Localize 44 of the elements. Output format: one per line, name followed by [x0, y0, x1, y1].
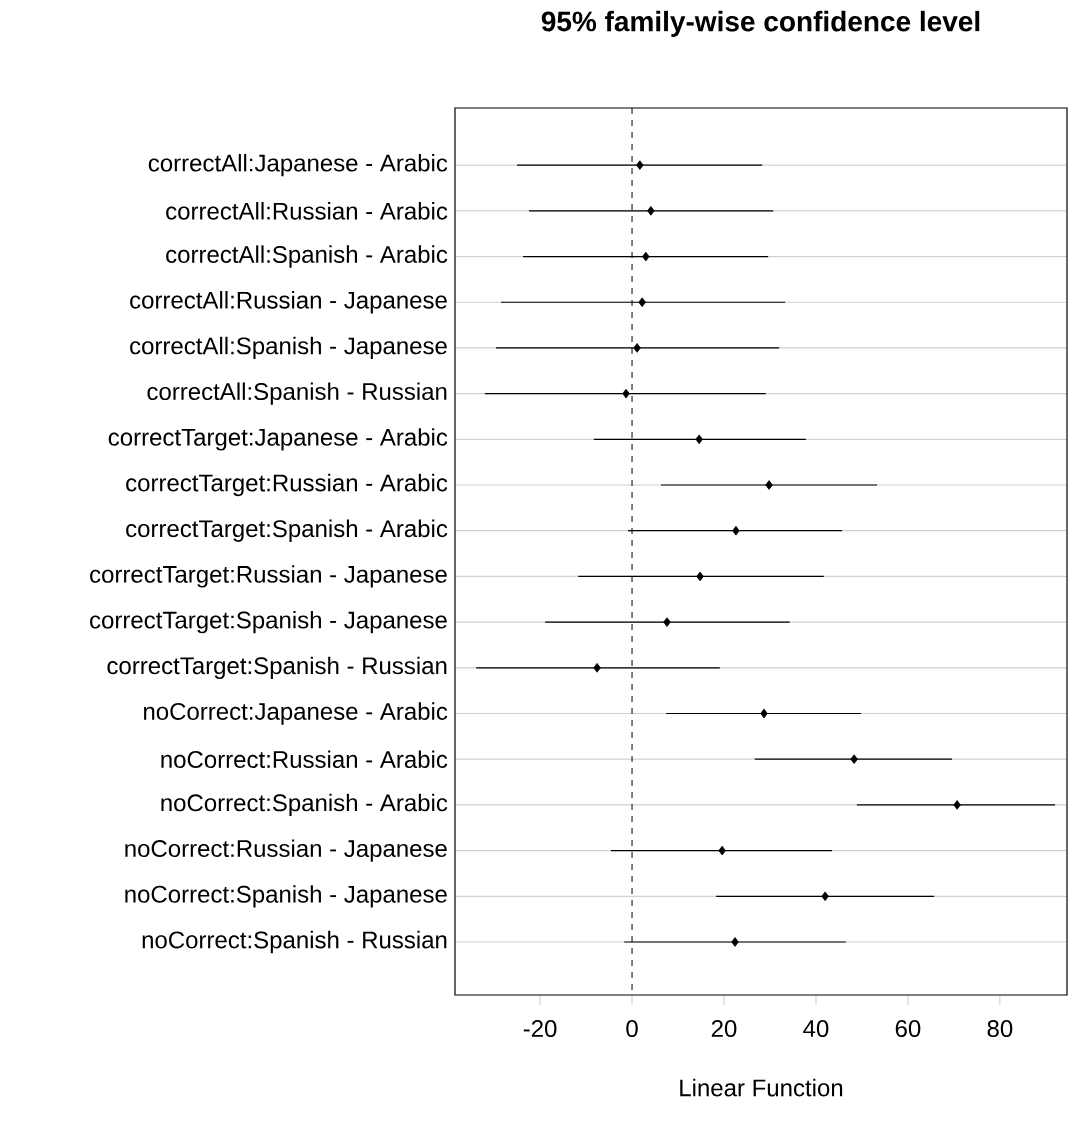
x-axis-title: Linear Function: [680, 1078, 843, 1097]
y-tick-label: noCorrect:Russian - Japanese: [125, 839, 447, 862]
chart-title: 95% family-wise confidence level: [541, 10, 980, 37]
y-tick-label: correctTarget:Russian - Japanese: [90, 565, 447, 588]
point: [718, 845, 726, 856]
x-tick-label: 0: [626, 1020, 638, 1038]
point: [953, 800, 961, 810]
point: [765, 480, 773, 490]
y-tick-label: correctTarget:Russian - Arabic: [126, 473, 448, 497]
point: [732, 525, 740, 536]
point: [593, 663, 601, 673]
y-tick-label: correctAll:Spanish - Russian: [147, 382, 447, 405]
y-tick-label: correctAll:Russian - Japanese: [130, 291, 447, 314]
point: [696, 571, 704, 582]
y-tick-label: correctTarget:Spanish - Arabic: [126, 519, 448, 542]
y-tick-label: noCorrect:Spanish - Japanese: [125, 885, 447, 908]
point: [647, 206, 655, 216]
point: [636, 160, 644, 170]
y-tick-label: noCorrect:Spanish - Russian: [142, 930, 447, 954]
point: [821, 891, 829, 902]
y-tick-label: noCorrect:Spanish - Arabic: [161, 793, 448, 817]
point: [622, 388, 630, 399]
y-tick-label: noCorrect:Japanese - Arabic: [144, 702, 448, 725]
y-tick-label: correctTarget:Spanish - Russian: [107, 656, 447, 680]
y-tick-label: correctAll:Spanish - Japanese: [130, 336, 447, 360]
point: [760, 708, 768, 719]
point: [850, 754, 858, 765]
y-tick-label: correctAll:Japanese - Arabic: [148, 153, 448, 177]
point: [731, 937, 739, 947]
y-tick-label: noCorrect:Russian - Arabic: [161, 750, 448, 769]
x-tick-label: 60: [895, 1020, 921, 1038]
point: [695, 434, 703, 445]
y-tick-label: correctTarget:Japanese - Arabic: [108, 428, 448, 451]
point: [633, 343, 641, 353]
x-tick-label: 20: [711, 1020, 737, 1038]
y-tick-label: correctAll:Russian - Arabic: [166, 202, 448, 220]
x-tick-label: 80: [987, 1020, 1013, 1038]
point: [642, 251, 650, 262]
x-tick-label: -20: [523, 1020, 557, 1038]
y-tick-label: correctAll:Spanish - Arabic: [166, 245, 448, 268]
x-tick-label: 40: [803, 1020, 829, 1038]
point: [638, 297, 646, 308]
y-tick-label: correctTarget:Spanish - Japanese: [90, 610, 447, 634]
point: [663, 617, 671, 627]
